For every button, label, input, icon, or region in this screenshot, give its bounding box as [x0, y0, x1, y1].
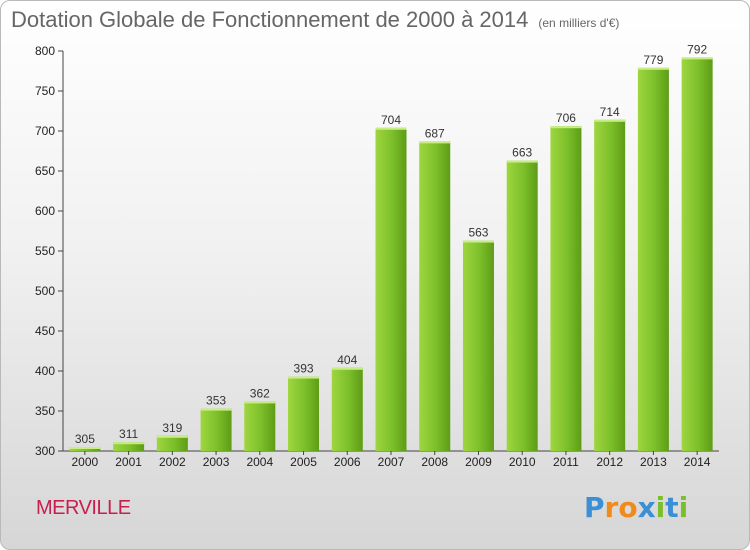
bar-highlight: [331, 367, 363, 370]
brand-logo: Proxiti: [584, 491, 688, 524]
brand-letter: P: [584, 491, 605, 524]
bar-highlight: [637, 67, 669, 70]
data-label: 563: [468, 226, 488, 240]
x-tick-label: 2010: [509, 455, 536, 469]
bar-highlight: [681, 57, 713, 60]
x-tick-label: 2000: [72, 455, 99, 469]
data-label: 404: [337, 353, 357, 367]
bar-2005: [288, 376, 320, 451]
x-tick-label: 2007: [378, 455, 405, 469]
y-tick-label: 500: [35, 284, 55, 298]
bar-2009: [462, 240, 494, 451]
y-tick-label: 600: [35, 204, 55, 218]
bar-2007: [375, 127, 407, 452]
x-tick-label: 2003: [203, 455, 230, 469]
brand-letter: t: [665, 491, 679, 524]
x-tick-label: 2009: [465, 455, 492, 469]
bar-highlight: [506, 160, 538, 163]
x-tick-label: 2004: [246, 455, 273, 469]
bar-2006: [331, 367, 363, 451]
bar-highlight: [462, 240, 494, 243]
bar-2013: [637, 67, 669, 452]
bar-highlight: [200, 408, 232, 411]
y-tick-label: 800: [35, 44, 55, 58]
data-label: 319: [162, 421, 182, 435]
data-label: 663: [512, 146, 532, 160]
bar-2003: [200, 408, 232, 451]
x-tick-label: 2008: [421, 455, 448, 469]
y-tick-label: 750: [35, 84, 55, 98]
bar-2001: [113, 442, 145, 451]
bar-2008: [419, 141, 451, 451]
bar-highlight: [156, 435, 188, 438]
bar-2010: [506, 160, 538, 451]
x-tick-label: 2011: [553, 455, 579, 469]
y-tick-label: 550: [35, 244, 55, 258]
y-tick-label: 650: [35, 164, 55, 178]
chart-title: Dotation Globale de Fonctionnement de 20…: [11, 7, 620, 32]
data-label: 687: [425, 126, 445, 140]
y-tick-label: 700: [35, 124, 55, 138]
y-tick-label: 350: [35, 404, 55, 418]
bar-highlight: [594, 119, 626, 122]
y-tick-label: 400: [35, 364, 55, 378]
data-label: 704: [381, 113, 401, 127]
x-tick-label: 2005: [290, 455, 317, 469]
y-tick-label: 450: [35, 324, 55, 338]
data-label: 714: [600, 105, 620, 119]
y-tick-label: 300: [35, 444, 55, 458]
brand-letter: x: [637, 491, 656, 524]
x-tick-label: 2002: [159, 455, 186, 469]
bar-highlight: [550, 126, 582, 129]
x-tick-label: 2001: [115, 455, 142, 469]
bar-highlight: [244, 401, 276, 404]
x-tick-label: 2013: [640, 455, 667, 469]
bar-highlight: [419, 141, 451, 144]
chart-subtitle: (en milliers d'€): [538, 16, 620, 30]
bar-highlight: [113, 442, 145, 445]
bar-2004: [244, 401, 276, 451]
bar-2014: [681, 57, 713, 452]
bar-2011: [550, 126, 582, 451]
data-label: 706: [556, 111, 576, 125]
data-label: 779: [643, 53, 663, 67]
brand-letter: o: [618, 491, 638, 524]
bar-highlight: [288, 376, 320, 379]
data-label: 305: [75, 432, 95, 446]
bar-highlight: [375, 127, 407, 130]
data-label: 353: [206, 394, 226, 408]
data-label: 362: [250, 386, 270, 400]
bar-2002: [156, 435, 188, 451]
data-label: 792: [687, 42, 707, 56]
data-label: 311: [119, 427, 138, 441]
bar-highlight: [69, 447, 101, 449]
brand-letter: i: [678, 491, 689, 524]
x-tick-label: 2006: [334, 455, 361, 469]
data-label: 393: [294, 362, 314, 376]
brand-letter: i: [655, 491, 666, 524]
x-tick-label: 2014: [684, 455, 711, 469]
brand-letter: r: [604, 491, 619, 524]
place-name: MERVILLE: [36, 497, 131, 519]
x-tick-label: 2012: [596, 455, 623, 469]
bar-2012: [594, 119, 626, 452]
